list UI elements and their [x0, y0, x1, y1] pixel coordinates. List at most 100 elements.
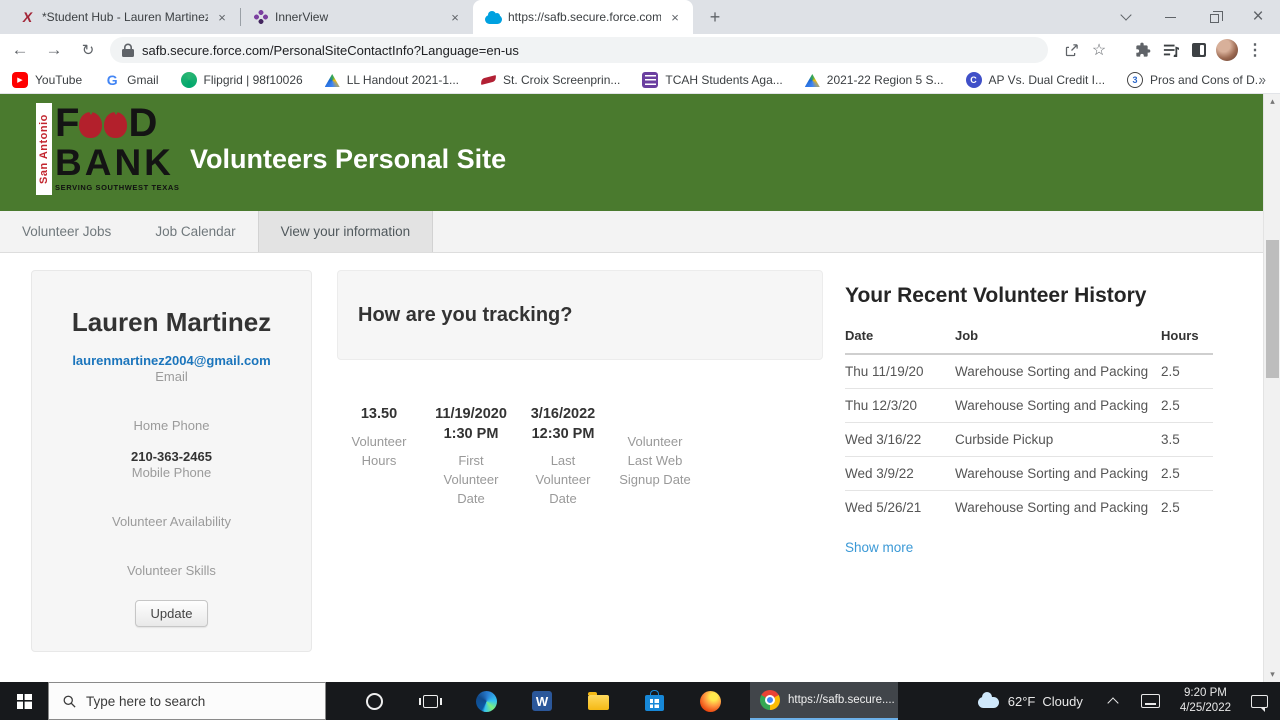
touch-keyboard-icon[interactable] — [1140, 694, 1160, 708]
cell-date: Wed 5/26/21 — [845, 500, 922, 515]
playlist-icon — [1163, 44, 1179, 57]
cell-hours: 3.5 — [1161, 422, 1213, 457]
store-icon — [644, 690, 664, 711]
browser-toolbar: safb.secure.force.com/PersonalSiteContac… — [0, 34, 1280, 66]
restore-button[interactable] — [1192, 0, 1236, 34]
show-more-link[interactable]: Show more — [845, 540, 914, 555]
tab-separator — [240, 8, 241, 26]
start-button[interactable] — [0, 682, 48, 720]
chevron-down-icon — [1120, 9, 1132, 21]
tab-search-button[interactable] — [1104, 0, 1148, 34]
word-button[interactable] — [514, 682, 570, 720]
scroll-up-arrow[interactable] — [1264, 96, 1280, 107]
browser-tab-strip: *Student Hub - Lauren Martinez InnerView… — [0, 0, 1280, 34]
skills-label: Volunteer Skills — [127, 563, 216, 578]
task-view-button[interactable] — [402, 682, 458, 720]
file-explorer-button[interactable] — [570, 682, 626, 720]
table-row: Wed 3/16/22 Curbside Pickup 3.5 — [845, 422, 1213, 457]
new-tab-button[interactable] — [701, 3, 729, 31]
close-icon[interactable] — [214, 9, 230, 25]
share-button[interactable] — [1058, 37, 1084, 63]
forward-button[interactable] — [40, 36, 68, 64]
cell-job: Warehouse Sorting and Packing — [955, 456, 1161, 491]
tracking-card: How are you tracking? — [337, 270, 823, 360]
salesforce-cloud-icon — [485, 10, 502, 24]
profile-button[interactable] — [1214, 37, 1240, 63]
clock-time: 9:20 PM — [1184, 687, 1227, 699]
taskbar-search-box[interactable]: Type here to search — [48, 682, 326, 720]
bookmark-ll-handout[interactable]: LL Handout 2021-1... — [324, 72, 459, 87]
taskbar-tray: 62°F Cloudy 9:20 PM 4/25/2022 — [977, 682, 1280, 720]
c-circle-icon — [965, 71, 982, 88]
tab-innerview[interactable]: InnerView — [241, 0, 473, 34]
bookmarks-overflow-button[interactable] — [1259, 72, 1266, 87]
tab-title: InnerView — [275, 10, 329, 24]
weather-temp[interactable]: 62°F — [1007, 693, 1036, 709]
reading-list-extension-button[interactable] — [1158, 37, 1184, 63]
youtube-icon — [12, 71, 28, 88]
page-scrollbar[interactable] — [1263, 94, 1280, 682]
bookmark-gmail[interactable]: Gmail — [104, 72, 158, 88]
chrome-active-task[interactable]: https://safb.secure.... — [750, 682, 898, 720]
bookmark-pros-cons[interactable]: Pros and Cons of D... — [1127, 71, 1265, 88]
bookmark-region5[interactable]: 2021-22 Region 5 S... — [804, 72, 944, 87]
bookmark-youtube[interactable]: YouTube — [12, 71, 82, 88]
bookmark-flipgrid[interactable]: Flipgrid | 98f10026 — [180, 71, 303, 88]
bookmark-st-croix[interactable]: St. Croix Screenprin... — [481, 73, 620, 87]
history-table: Date Job Hours Thu 11/19/20 Warehouse So… — [845, 322, 1213, 524]
chrome-menu-button[interactable] — [1242, 37, 1268, 63]
apple-icon — [104, 110, 128, 138]
profile-email-link[interactable]: laurenmartinez2004@gmail.com — [72, 353, 271, 368]
edge-button[interactable] — [458, 682, 514, 720]
bookmark-tcah[interactable]: TCAH Students Aga... — [642, 71, 783, 88]
address-bar[interactable]: safb.secure.force.com/PersonalSiteContac… — [110, 37, 1048, 63]
bookmark-star-button[interactable] — [1086, 37, 1112, 63]
email-label: Email — [155, 369, 188, 384]
nav-view-your-information[interactable]: View your information — [257, 211, 434, 252]
window-controls — [1104, 0, 1280, 34]
logo-letter: D — [128, 101, 157, 145]
cortana-button[interactable] — [346, 682, 402, 720]
stat-value: 3/16/2022 12:30 PM — [530, 406, 596, 442]
bookmark-ap-dual-credit[interactable]: AP Vs. Dual Credit I... — [965, 71, 1105, 88]
side-panel-icon — [1192, 43, 1206, 57]
cell-date: Thu 11/19/20 — [845, 354, 955, 389]
task-view-icon — [418, 694, 442, 708]
close-window-button[interactable] — [1236, 0, 1280, 34]
firefox-button[interactable] — [682, 682, 738, 720]
weather-desc[interactable]: Cloudy — [1042, 693, 1083, 709]
refresh-button[interactable] — [74, 36, 102, 64]
bookmark-label: Gmail — [127, 72, 159, 87]
tab-student-hub[interactable]: *Student Hub - Lauren Martinez — [8, 0, 240, 34]
availability-label: Volunteer Availability — [111, 514, 231, 529]
notification-center-icon[interactable] — [1251, 694, 1268, 712]
clock-date: 4/25/2022 — [1179, 702, 1231, 714]
minimize-button[interactable] — [1148, 0, 1192, 34]
page-content: Lauren Martinez laurenmartinez2004@gmail… — [0, 253, 1280, 682]
lock-icon — [122, 43, 134, 57]
cell-job: Curbside Pickup — [955, 422, 1161, 457]
logo-letter: F — [55, 101, 79, 145]
close-icon[interactable] — [667, 9, 683, 25]
side-panel-button[interactable] — [1186, 37, 1212, 63]
nav-job-calendar[interactable]: Job Calendar — [155, 224, 236, 239]
gmail-icon — [104, 72, 120, 88]
scrollbar-thumb[interactable] — [1266, 240, 1279, 378]
scroll-down-arrow[interactable] — [1264, 669, 1280, 680]
page-title: Volunteers Personal Site — [190, 144, 507, 174]
logo-bank-line: BANK — [55, 142, 174, 183]
cell-hours: 2.5 — [1161, 354, 1213, 389]
taskbar-clock[interactable]: 9:20 PM 4/25/2022 — [1180, 686, 1231, 716]
nav-volunteer-jobs[interactable]: Volunteer Jobs — [22, 224, 112, 239]
cell-date: Wed 3/16/22 — [845, 422, 955, 457]
restore-icon — [1209, 10, 1223, 23]
update-button[interactable]: Update — [134, 600, 209, 627]
bookmark-label: Pros and Cons of D... — [1150, 72, 1265, 87]
microsoft-store-button[interactable] — [626, 682, 682, 720]
back-button[interactable] — [6, 36, 34, 64]
site-header: San Antonio F D BANK SERVING SOUTHWEST T… — [0, 94, 1280, 211]
tab-safb-active[interactable]: https://safb.secure.force.com/Pe — [473, 0, 693, 34]
extensions-button[interactable] — [1130, 37, 1156, 63]
close-icon[interactable] — [447, 9, 463, 25]
tray-chevron-up-icon[interactable] — [1107, 697, 1119, 709]
